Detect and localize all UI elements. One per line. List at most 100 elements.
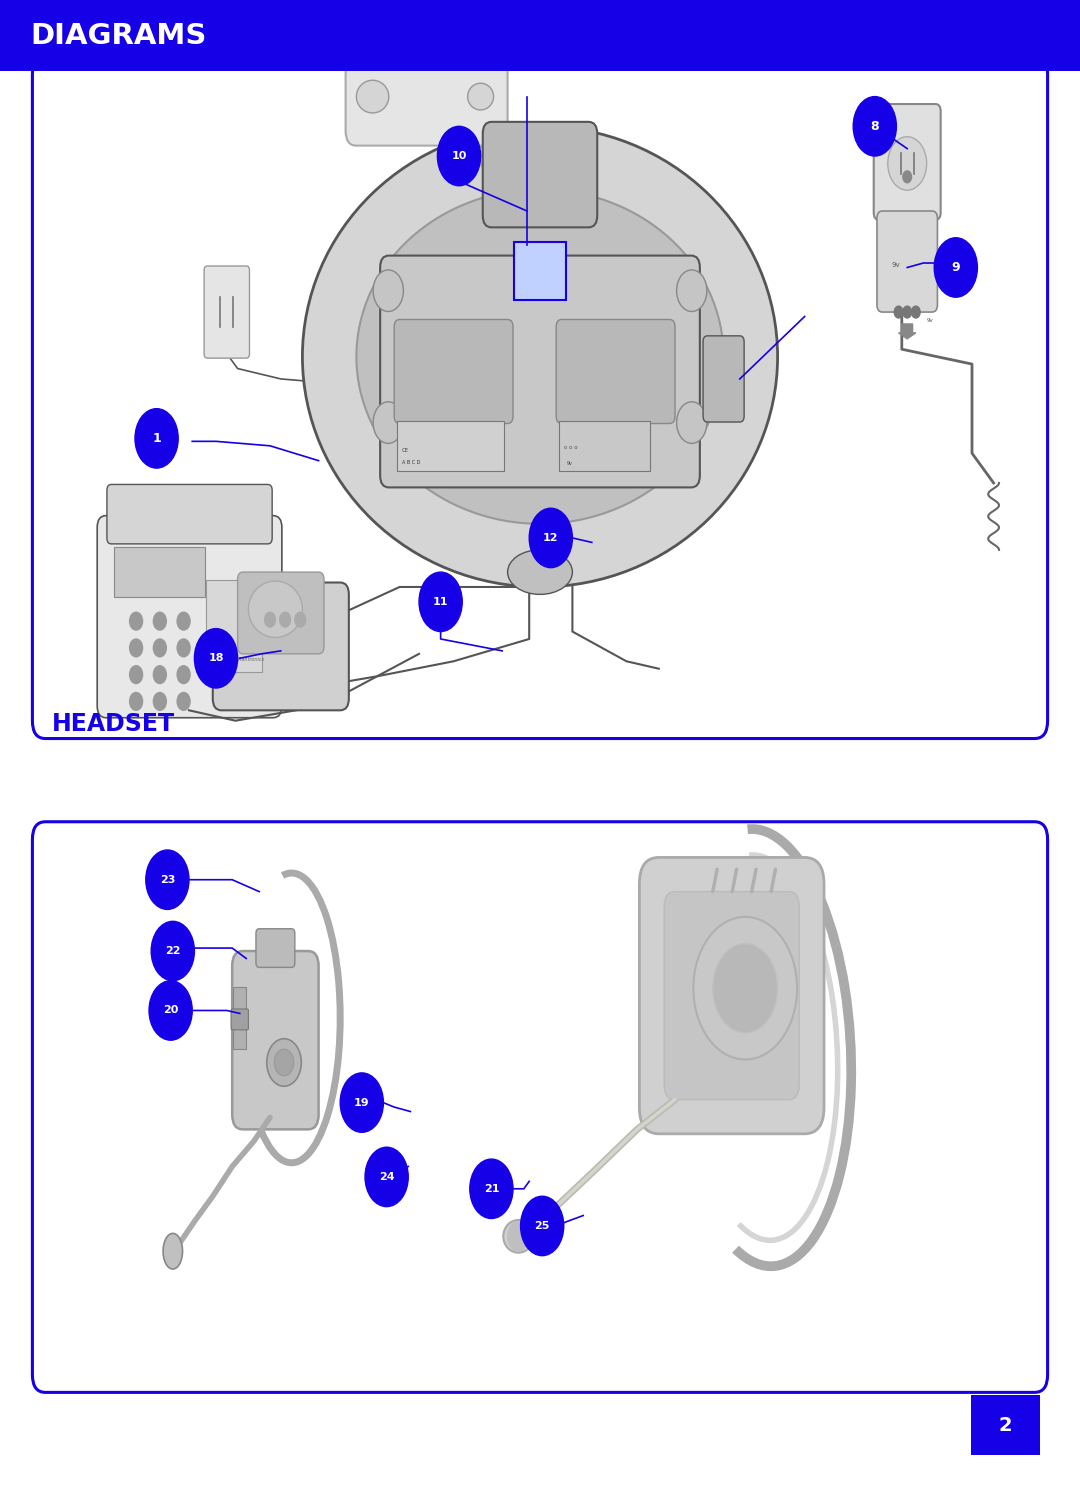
FancyBboxPatch shape xyxy=(971,1395,1040,1455)
Circle shape xyxy=(676,401,706,443)
Circle shape xyxy=(151,921,194,981)
FancyBboxPatch shape xyxy=(256,929,295,967)
Text: A B C D: A B C D xyxy=(402,459,420,465)
Circle shape xyxy=(130,666,143,684)
FancyBboxPatch shape xyxy=(559,421,650,471)
FancyBboxPatch shape xyxy=(238,572,324,654)
Circle shape xyxy=(153,612,166,630)
FancyBboxPatch shape xyxy=(639,857,824,1134)
Text: 9v: 9v xyxy=(567,461,572,467)
Circle shape xyxy=(374,401,404,443)
Circle shape xyxy=(521,1196,564,1256)
FancyBboxPatch shape xyxy=(0,0,1080,71)
Ellipse shape xyxy=(163,1233,183,1269)
Text: 12: 12 xyxy=(543,533,558,542)
Ellipse shape xyxy=(302,126,778,587)
Circle shape xyxy=(693,917,797,1060)
Circle shape xyxy=(470,1159,513,1219)
Circle shape xyxy=(177,692,190,710)
FancyBboxPatch shape xyxy=(703,336,744,422)
FancyBboxPatch shape xyxy=(556,319,675,424)
FancyBboxPatch shape xyxy=(114,547,205,597)
Ellipse shape xyxy=(503,1220,534,1253)
FancyBboxPatch shape xyxy=(232,951,319,1129)
FancyBboxPatch shape xyxy=(206,580,262,672)
FancyBboxPatch shape xyxy=(32,56,1048,739)
FancyBboxPatch shape xyxy=(32,822,1048,1392)
FancyBboxPatch shape xyxy=(877,211,937,312)
FancyBboxPatch shape xyxy=(380,256,700,487)
Circle shape xyxy=(437,126,481,186)
Circle shape xyxy=(912,306,920,318)
Circle shape xyxy=(177,612,190,630)
Circle shape xyxy=(146,850,189,909)
FancyBboxPatch shape xyxy=(204,266,249,358)
FancyBboxPatch shape xyxy=(346,59,508,146)
Circle shape xyxy=(529,508,572,568)
Text: 9v: 9v xyxy=(891,263,900,269)
Text: 20: 20 xyxy=(163,1006,178,1015)
Text: Plantronics: Plantronics xyxy=(238,657,265,663)
Circle shape xyxy=(153,666,166,684)
FancyBboxPatch shape xyxy=(233,987,246,1049)
FancyBboxPatch shape xyxy=(397,421,504,471)
Text: 8: 8 xyxy=(870,120,879,132)
Circle shape xyxy=(894,306,903,318)
Circle shape xyxy=(149,981,192,1040)
Ellipse shape xyxy=(468,83,494,110)
Circle shape xyxy=(419,572,462,632)
Circle shape xyxy=(713,944,778,1033)
Circle shape xyxy=(903,306,912,318)
Circle shape xyxy=(508,1221,529,1251)
FancyBboxPatch shape xyxy=(394,319,513,424)
Circle shape xyxy=(267,1039,301,1086)
Text: 18: 18 xyxy=(208,654,224,663)
Text: DIAGRAMS: DIAGRAMS xyxy=(30,22,206,49)
FancyBboxPatch shape xyxy=(483,122,597,227)
FancyBboxPatch shape xyxy=(107,484,272,544)
Circle shape xyxy=(903,171,912,183)
Circle shape xyxy=(280,612,291,627)
FancyBboxPatch shape xyxy=(213,583,349,710)
Ellipse shape xyxy=(248,581,302,637)
Text: 23: 23 xyxy=(160,875,175,884)
Circle shape xyxy=(374,270,404,312)
Ellipse shape xyxy=(508,550,572,594)
Circle shape xyxy=(130,692,143,710)
Text: 25: 25 xyxy=(535,1221,550,1230)
Circle shape xyxy=(194,629,238,688)
FancyArrow shape xyxy=(899,324,916,339)
Circle shape xyxy=(130,612,143,630)
Circle shape xyxy=(130,639,143,657)
Text: 24: 24 xyxy=(379,1172,394,1181)
Circle shape xyxy=(153,639,166,657)
Circle shape xyxy=(676,270,706,312)
Text: 19: 19 xyxy=(354,1098,369,1107)
Circle shape xyxy=(177,666,190,684)
Text: CE: CE xyxy=(402,447,409,453)
Circle shape xyxy=(295,612,306,627)
Circle shape xyxy=(934,238,977,297)
FancyBboxPatch shape xyxy=(664,892,799,1100)
Ellipse shape xyxy=(356,190,724,525)
Text: HEADSET: HEADSET xyxy=(52,712,175,736)
Text: 11: 11 xyxy=(433,597,448,606)
Circle shape xyxy=(153,692,166,710)
Text: 10: 10 xyxy=(451,152,467,160)
Text: 21: 21 xyxy=(484,1184,499,1193)
FancyBboxPatch shape xyxy=(514,242,566,300)
Circle shape xyxy=(365,1147,408,1207)
Circle shape xyxy=(340,1073,383,1132)
Text: 1: 1 xyxy=(152,432,161,444)
Text: 22: 22 xyxy=(165,947,180,955)
Text: o o o: o o o xyxy=(564,444,578,450)
Circle shape xyxy=(853,97,896,156)
Text: 2: 2 xyxy=(999,1416,1012,1434)
Text: 9: 9 xyxy=(951,262,960,273)
Circle shape xyxy=(177,639,190,657)
Circle shape xyxy=(888,137,927,190)
FancyBboxPatch shape xyxy=(97,516,282,718)
FancyBboxPatch shape xyxy=(874,104,941,220)
Circle shape xyxy=(274,1049,294,1076)
Ellipse shape xyxy=(356,80,389,113)
